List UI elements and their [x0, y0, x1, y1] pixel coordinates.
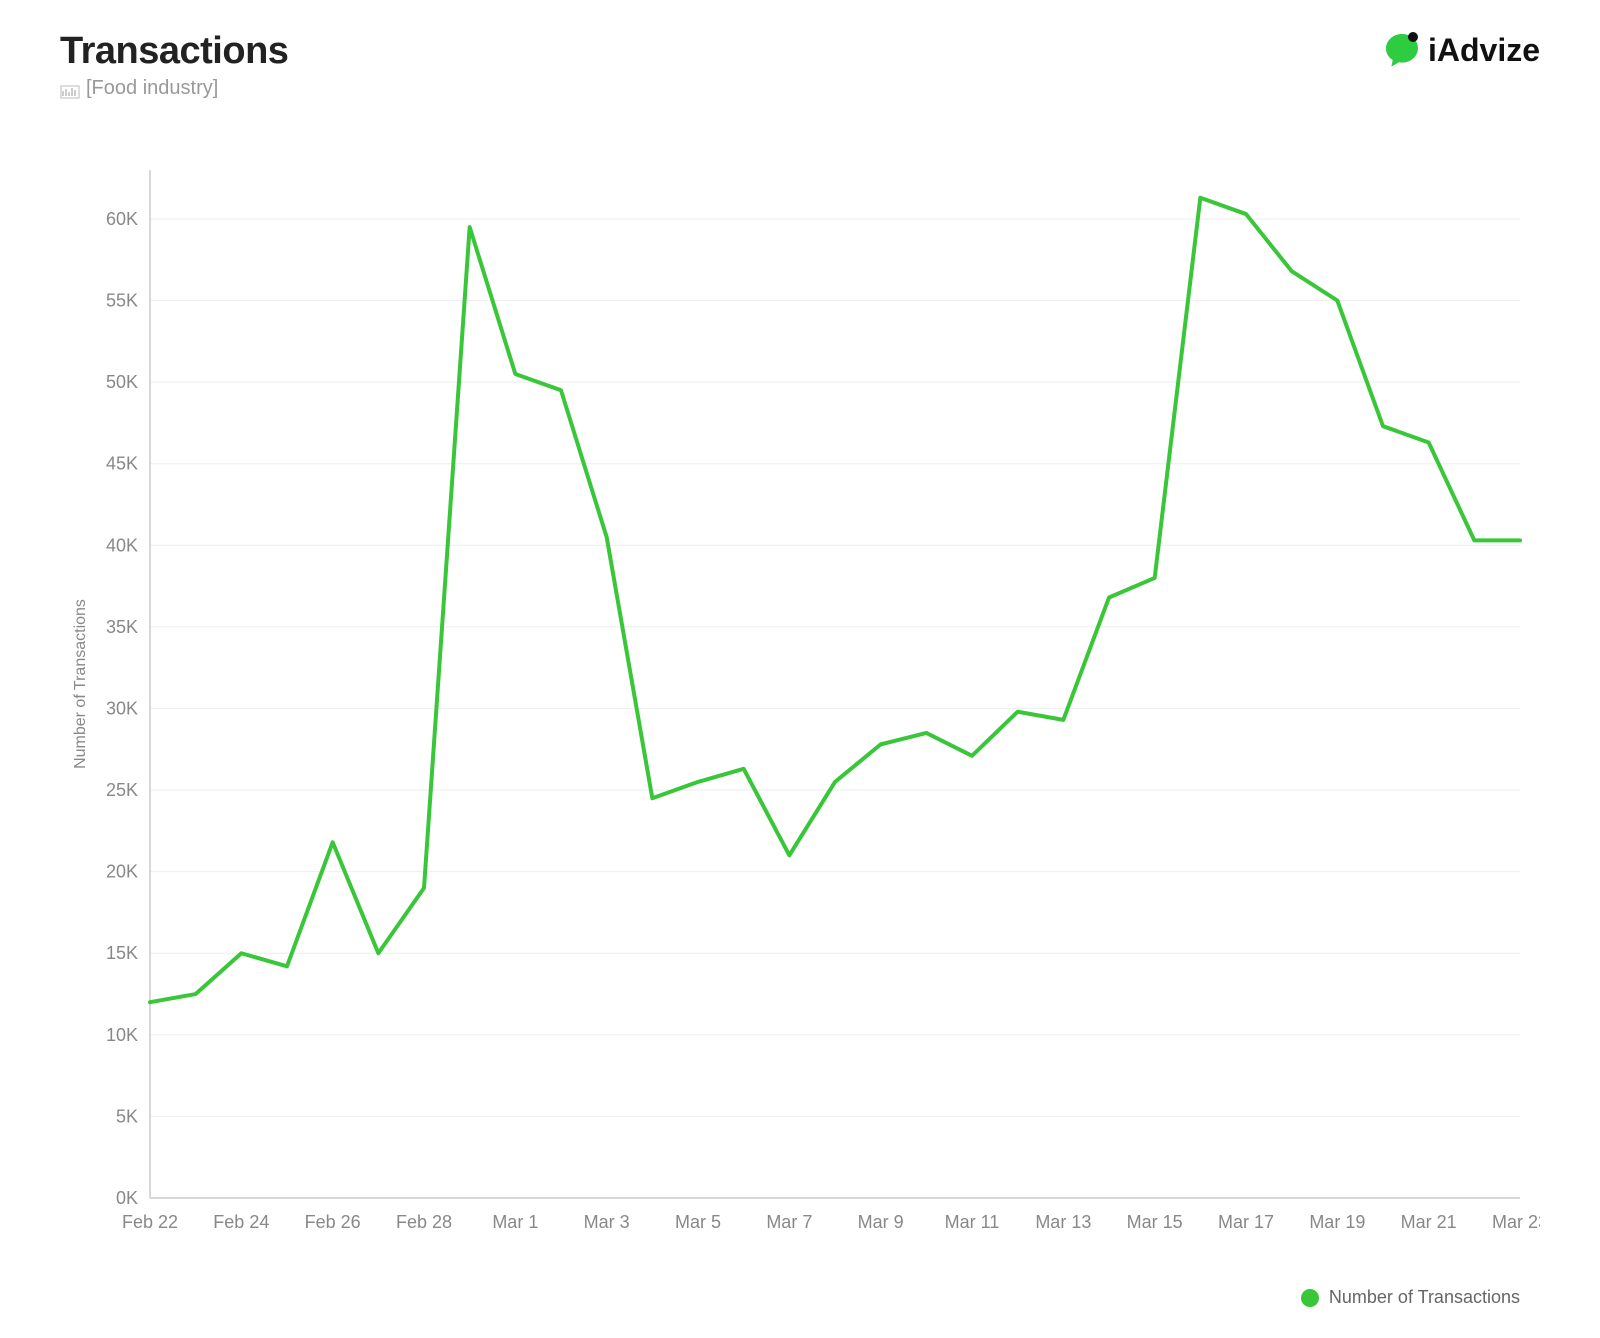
- x-tick-label: Mar 15: [1127, 1212, 1183, 1232]
- x-tick-label: Feb 28: [396, 1212, 452, 1232]
- y-tick-label: 30K: [106, 698, 138, 718]
- y-tick-label: 5K: [116, 1106, 138, 1126]
- legend-dot-icon: [1301, 1289, 1319, 1307]
- x-tick-label: Mar 5: [675, 1212, 721, 1232]
- x-tick-label: Feb 24: [213, 1212, 269, 1232]
- x-tick-label: Mar 9: [858, 1212, 904, 1232]
- x-tick-label: Mar 13: [1035, 1212, 1091, 1232]
- x-tick-label: Mar 11: [945, 1212, 1000, 1232]
- header: Transactions [Food industry] iAdvi: [60, 30, 1540, 100]
- series-line: [150, 198, 1520, 1002]
- y-tick-label: 40K: [106, 535, 138, 555]
- subtitle-text: [Food industry]: [86, 77, 218, 100]
- x-tick-label: Mar 17: [1218, 1212, 1274, 1232]
- x-tick-label: Feb 26: [305, 1212, 361, 1232]
- y-tick-label: 50K: [106, 372, 138, 392]
- logo-text: iAdvize: [1428, 32, 1540, 69]
- y-tick-label: 10K: [106, 1025, 138, 1045]
- y-tick-label: 25K: [106, 780, 138, 800]
- y-tick-label: 45K: [106, 454, 138, 474]
- y-axis-label: Number of Transactions: [72, 599, 89, 769]
- y-tick-label: 15K: [106, 943, 138, 963]
- y-tick-label: 35K: [106, 617, 138, 637]
- x-tick-label: Mar 19: [1309, 1212, 1365, 1232]
- legend: Number of Transactions: [1301, 1287, 1520, 1308]
- y-tick-label: 0K: [116, 1188, 138, 1208]
- title-block: Transactions [Food industry]: [60, 30, 288, 100]
- x-tick-label: Feb 22: [122, 1212, 178, 1232]
- x-tick-label: Mar 3: [584, 1212, 630, 1232]
- x-tick-label: Mar 23: [1492, 1212, 1540, 1232]
- subtitle-icon: [60, 82, 80, 96]
- x-tick-label: Mar 1: [492, 1212, 538, 1232]
- y-tick-label: 55K: [106, 291, 138, 311]
- brand-logo: iAdvize: [1382, 30, 1540, 70]
- y-tick-label: 60K: [106, 209, 138, 229]
- line-chart: 0K 5K 10K 15K 20K 25K 30K 35K 40K 45K 50K 55K 60K Feb…: [60, 150, 1540, 1258]
- x-tick-label: Mar 7: [766, 1212, 812, 1232]
- y-tick-label: 20K: [106, 862, 138, 882]
- chart-subtitle: [Food industry]: [60, 77, 288, 100]
- legend-label: Number of Transactions: [1329, 1287, 1520, 1308]
- chart-title: Transactions: [60, 30, 288, 73]
- x-tick-label: Mar 21: [1401, 1212, 1457, 1232]
- chart-area: 0K 5K 10K 15K 20K 25K 30K 35K 40K 45K 50K 55K 60K Feb…: [60, 150, 1540, 1258]
- logo-icon: [1382, 30, 1422, 70]
